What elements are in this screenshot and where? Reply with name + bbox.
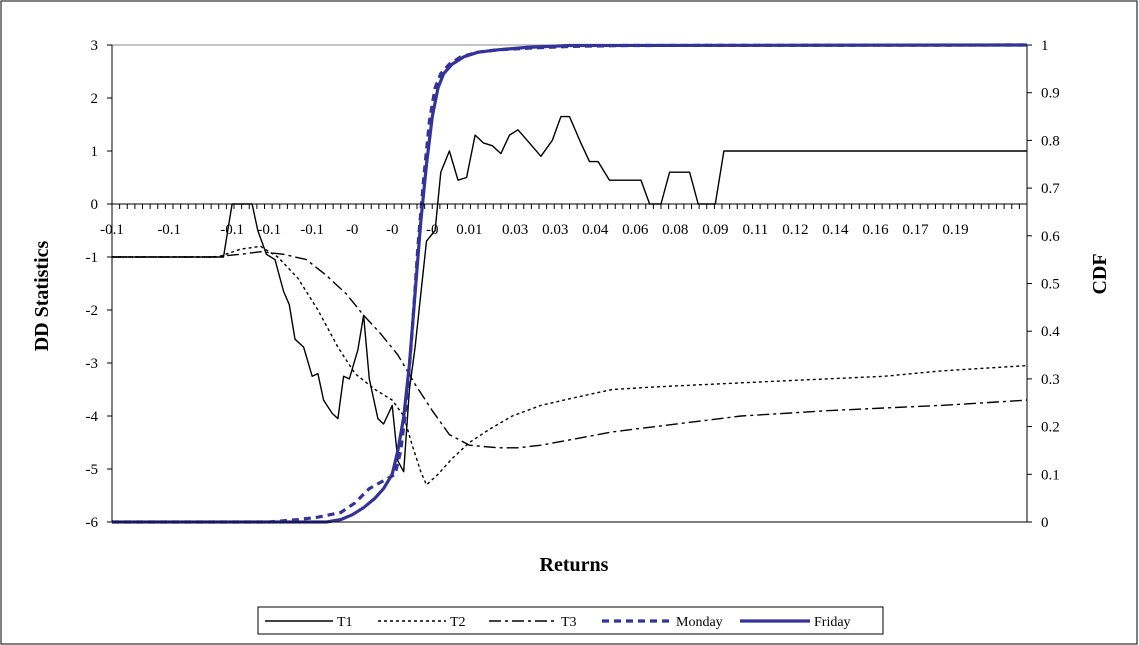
- legend: T1 T2 T3 Monday Friday: [257, 606, 884, 635]
- legend-label-monday: Monday: [676, 615, 723, 630]
- x-tick-label: 0.11: [743, 222, 769, 238]
- x-tick-label: 0.01: [456, 222, 482, 238]
- x-tick-label: -0.1: [100, 222, 124, 238]
- left-y-tick-label: 3: [91, 38, 99, 54]
- x-tick-label: 0.03: [502, 222, 528, 238]
- left-y-tick-label: -5: [86, 462, 99, 478]
- left-y-tick-label: -6: [86, 515, 99, 531]
- x-tick-label: 0.16: [862, 222, 889, 238]
- x-tick-label: 0.04: [582, 222, 609, 238]
- x-tick-label: 0.17: [902, 222, 929, 238]
- x-tick-label: 0.06: [622, 222, 649, 238]
- right-y-tick-label: 0.5: [1041, 277, 1060, 293]
- x-tick-label: 0.14: [822, 222, 849, 238]
- x-tick-label: -0.1: [220, 222, 244, 238]
- right-y-tick-label: 0: [1041, 515, 1049, 531]
- x-tick-label: -0: [346, 222, 359, 238]
- left-y-tick-label: -3: [86, 356, 99, 372]
- right-y-ticks: 1 0.9 0.8 0.7 0.6 0.5 0.4 0.3 0.2 0.1 0: [1027, 38, 1060, 531]
- x-tick-label: -0: [386, 222, 399, 238]
- x-tick-label: -0: [426, 222, 439, 238]
- series-line-t3: [112, 251, 1028, 449]
- series-line-t1: [112, 115, 1027, 473]
- right-y-tick-label: 1: [1041, 38, 1049, 54]
- series-line-friday: [112, 43, 1028, 524]
- x-tick-label: 0.12: [782, 222, 808, 238]
- right-y-tick-label: 0.8: [1041, 133, 1060, 149]
- right-y-tick-label: 0.4: [1041, 324, 1060, 340]
- x-tick-label: 0.08: [662, 222, 688, 238]
- series-layer: [112, 43, 1028, 524]
- right-y-tick-label: 0.9: [1041, 86, 1060, 102]
- x-tick-label: -0.1: [257, 222, 281, 238]
- legend-box: [257, 606, 884, 635]
- x-ticks: -0.1 -0.1 -0.1 -0.1 -0.1 -0 -0 -0 0.01 0.03 0.03 0.…: [100, 204, 1028, 238]
- legend-label-friday: Friday: [814, 615, 851, 630]
- legend-label-t2: T2: [450, 615, 466, 630]
- left-y-tick-label: -4: [86, 409, 99, 425]
- right-y-axis-title: CDF: [1089, 253, 1111, 294]
- left-y-tick-label: 1: [91, 144, 99, 160]
- series-line-t2: [112, 245, 1028, 486]
- left-y-tick-label: 2: [91, 91, 99, 107]
- legend-label-t1: T1: [337, 615, 353, 630]
- right-y-tick-label: 0.3: [1041, 372, 1060, 388]
- x-tick-label: -0.1: [157, 222, 181, 238]
- right-y-tick-label: 0.7: [1041, 181, 1060, 197]
- right-y-tick-label: 0.1: [1041, 467, 1060, 483]
- legend-label-t3: T3: [561, 615, 577, 630]
- x-tick-label: 0.19: [942, 222, 968, 238]
- left-y-tick-label: 0: [91, 197, 99, 213]
- left-y-axis-title: DD Statistics: [31, 241, 53, 352]
- x-axis-title: Returns: [540, 554, 609, 576]
- x-tick-label: -0.1: [300, 222, 324, 238]
- x-tick-label: 0.03: [542, 222, 568, 238]
- left-y-tick-label: -2: [86, 303, 99, 319]
- right-y-tick-label: 0.2: [1041, 420, 1060, 436]
- left-y-ticks: 3 2 1 0 -1 -2 -3 -4 -5 -6: [86, 38, 112, 531]
- x-tick-label: 0.09: [702, 222, 728, 238]
- left-y-tick-label: -1: [86, 250, 99, 266]
- right-y-tick-label: 0.6: [1041, 229, 1060, 245]
